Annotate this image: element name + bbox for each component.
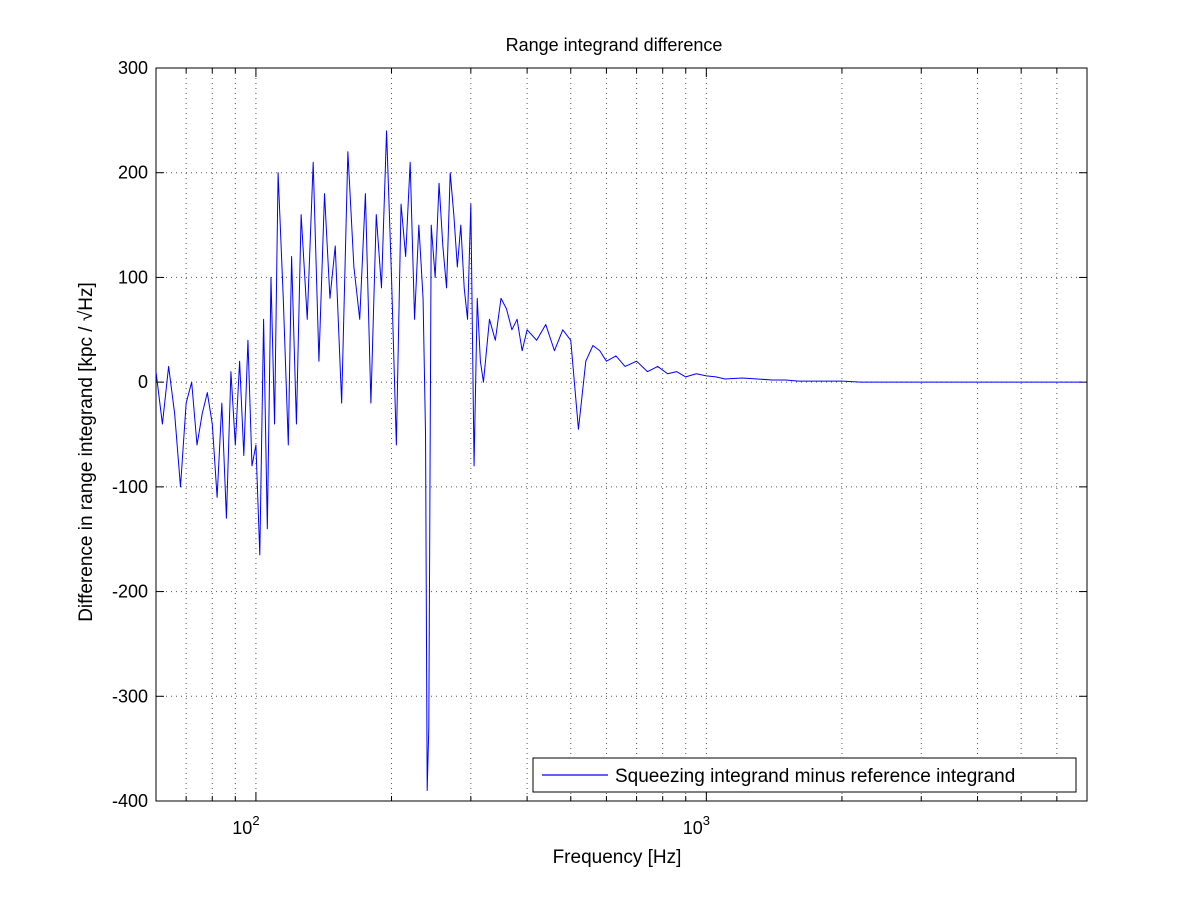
plot-frame — [155, 67, 1088, 802]
x-tick-label: 102 — [232, 813, 259, 838]
y-tick-label: -400 — [112, 791, 148, 811]
x-tick-label-base: 10 — [683, 818, 703, 838]
x-tick-label-exponent: 3 — [703, 813, 710, 828]
legend-entry-label: Squeezing integrand minus reference inte… — [615, 766, 1015, 787]
y-tick-label: 100 — [118, 267, 148, 287]
x-tick-label-base: 10 — [232, 818, 252, 838]
x-axis-label: Frequency [Hz] — [553, 847, 682, 868]
legend: Squeezing integrand minus reference inte… — [532, 757, 1077, 793]
y-tick-label: 0 — [138, 372, 148, 392]
y-tick-label: -100 — [112, 477, 148, 497]
series-layer — [155, 130, 1082, 792]
series-line-0 — [155, 130, 1082, 792]
y-tick-label: 200 — [118, 163, 148, 183]
grid-lines — [156, 68, 1087, 801]
axis-ticks — [156, 67, 1087, 802]
legend-box — [532, 757, 1077, 793]
x-tick-label-exponent: 2 — [252, 813, 259, 828]
y-tick-label: -200 — [112, 582, 148, 602]
chart-title: Range integrand difference — [506, 35, 723, 55]
y-tick-label: -300 — [112, 686, 148, 706]
y-axis-label: Difference in range integrand [kpc / √Hz… — [76, 282, 97, 622]
x-tick-label: 103 — [683, 813, 710, 838]
y-tick-label: 300 — [118, 58, 148, 78]
